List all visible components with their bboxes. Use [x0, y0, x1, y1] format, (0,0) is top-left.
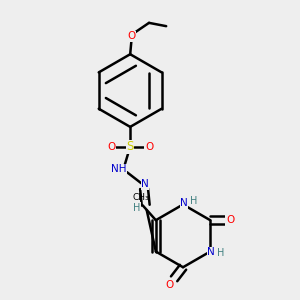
Text: O: O: [128, 31, 136, 41]
Text: S: S: [127, 140, 134, 153]
Text: N: N: [207, 247, 215, 257]
Text: N: N: [141, 179, 149, 189]
Text: O: O: [166, 280, 174, 290]
Text: O: O: [107, 142, 116, 152]
Text: H: H: [133, 203, 140, 213]
Text: H: H: [190, 196, 198, 206]
Text: CH₃: CH₃: [133, 193, 149, 202]
Text: O: O: [145, 142, 153, 152]
Text: H: H: [218, 248, 225, 258]
Text: O: O: [226, 215, 234, 225]
Text: N: N: [180, 199, 188, 208]
Text: NH: NH: [110, 164, 126, 175]
